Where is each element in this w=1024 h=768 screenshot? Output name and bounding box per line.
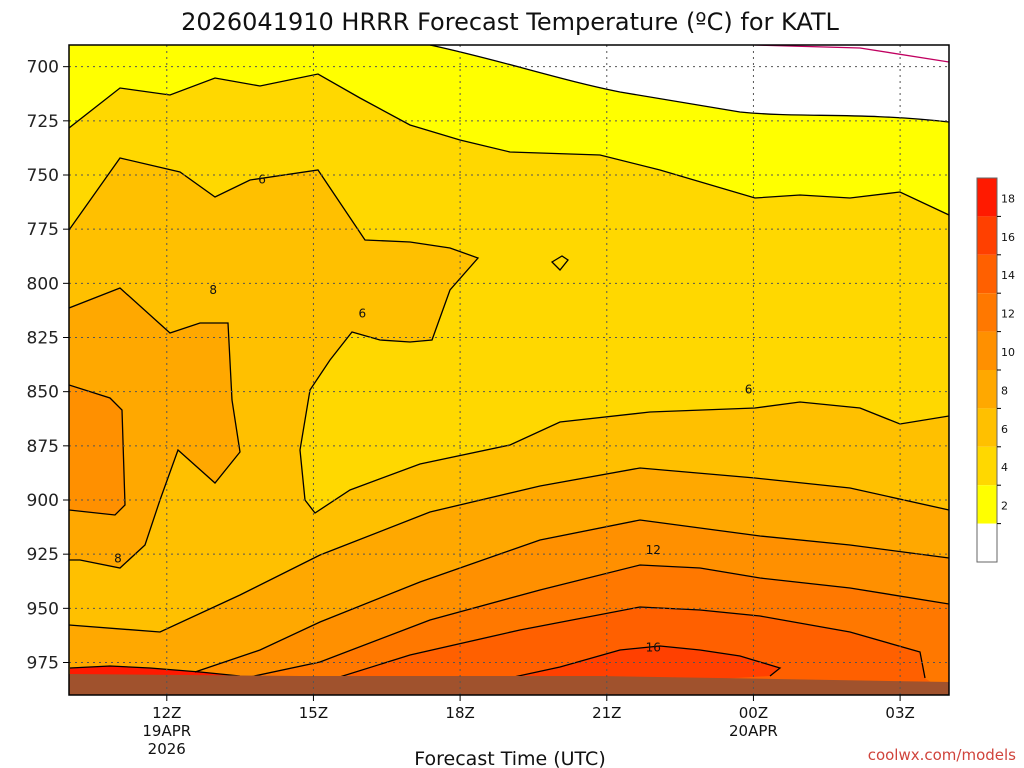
- credit-text: coolwx.com/models: [868, 746, 1016, 764]
- x-tick-label: 21Z: [592, 704, 621, 722]
- colorbar-swatch: [977, 408, 997, 447]
- colorbar-swatch: [977, 293, 997, 332]
- contour-16: [499, 645, 782, 681]
- colorbar-label: 8: [1001, 384, 1008, 397]
- y-tick-label: 900: [27, 491, 59, 511]
- x-tick-label: 03Z: [885, 704, 914, 722]
- x-tick-date: 19APR: [142, 722, 191, 740]
- band-16-18: [500, 646, 780, 682]
- colorbar-swatch: [977, 446, 997, 486]
- contour-2: [429, 45, 949, 123]
- contour-label: 12: [646, 543, 661, 557]
- y-tick-label: 750: [27, 166, 59, 186]
- contour-6a: [69, 157, 949, 514]
- contour-label: 8: [114, 552, 122, 566]
- temperature-bands: [69, 45, 949, 695]
- y-tick-label: 725: [27, 112, 59, 132]
- colorbar-swatch: [977, 331, 997, 370]
- x-tick-label: 00Z: [739, 704, 768, 722]
- x-tick-year: 2026: [148, 740, 186, 758]
- contour-8a: [69, 287, 241, 569]
- contour-label: 6: [745, 383, 753, 397]
- x-tick-label: 15Z: [299, 704, 328, 722]
- y-tick-label: 950: [27, 599, 59, 619]
- y-axis-ticks: 700 725 750 775 800 825 850 875 900 925 950 975: [27, 58, 69, 674]
- y-tick-label: 875: [27, 437, 59, 457]
- contour-10a: [69, 384, 126, 516]
- contour-4: [69, 73, 949, 216]
- colorbar-label: 18: [1001, 192, 1015, 205]
- colorbar-swatch: [977, 523, 997, 562]
- colorbar-label: 14: [1001, 269, 1015, 282]
- colorbar-label: 12: [1001, 308, 1015, 321]
- contour-10b: [194, 519, 949, 673]
- contour-label: 6: [359, 307, 367, 321]
- colorbar-label: 16: [1001, 231, 1015, 244]
- y-tick-label: 800: [27, 274, 59, 294]
- contour-0: [754, 45, 949, 63]
- colorbar-label: 10: [1001, 346, 1015, 359]
- y-tick-label: 700: [27, 58, 59, 78]
- grid-lines: [69, 45, 949, 695]
- contour-8b: [69, 467, 949, 633]
- y-tick-label: 975: [27, 654, 59, 674]
- chart-title: 2026041910 HRRR Forecast Temperature (ºC…: [181, 8, 839, 36]
- colorbar-swatch: [977, 370, 997, 409]
- contour-label: 6: [258, 172, 266, 186]
- colorbar: 18 16 14 12 10 8 6 4 2: [976, 177, 1015, 563]
- y-tick-label: 775: [27, 220, 59, 240]
- y-tick-label: 925: [27, 545, 59, 565]
- colorbar-label: 4: [1001, 461, 1008, 474]
- band-10-12: [69, 385, 125, 515]
- contour-label: 8: [209, 283, 217, 297]
- colorbar-swatch: [977, 216, 997, 255]
- colorbar-label: 6: [1001, 423, 1008, 436]
- y-tick-label: 825: [27, 329, 59, 349]
- colorbar-swatch: [977, 254, 997, 294]
- colorbar-label: 2: [1001, 500, 1008, 513]
- x-tick-label: 18Z: [445, 704, 474, 722]
- contour-labels: 6 8 6 8 6 12 16: [114, 172, 752, 654]
- x-tick-label: 12Z: [152, 704, 181, 722]
- ground-surface: [69, 674, 949, 695]
- contour-6b: [550, 255, 569, 271]
- contour-18: [69, 665, 241, 677]
- y-tick-label: 850: [27, 383, 59, 403]
- colorbar-swatch: [977, 178, 997, 217]
- x-axis-label: Forecast Time (UTC): [414, 748, 605, 768]
- contour-14: [329, 606, 926, 681]
- plot-frame: [68, 44, 950, 696]
- colorbar-swatch: [977, 485, 997, 524]
- contour-lines: [69, 45, 949, 681]
- contour-label: 16: [646, 640, 661, 654]
- contour-12: [244, 564, 949, 679]
- x-tick-date: 20APR: [729, 722, 778, 740]
